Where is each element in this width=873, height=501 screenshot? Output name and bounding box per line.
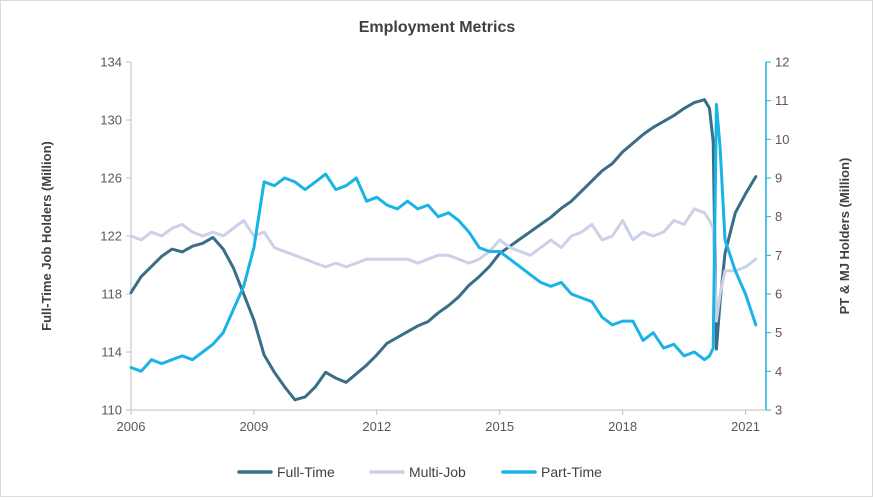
left-tick-label: 126: [100, 171, 122, 186]
legend-label-part-time: Part-Time: [541, 464, 602, 480]
right-tick-label: 7: [775, 248, 782, 263]
series-layer: [129, 98, 758, 402]
left-tick-label: 122: [100, 229, 122, 244]
right-tick-label: 8: [775, 209, 782, 224]
left-tick-label: 114: [101, 345, 122, 360]
right-tick-label: 6: [775, 287, 782, 302]
right-tick-label: 3: [775, 403, 782, 418]
right-axis-ticks: 3 4 5 6 7 8 9 10 11 12: [766, 55, 789, 418]
right-tick-label: 10: [775, 132, 789, 147]
legend-label-full-time: Full-Time: [277, 464, 335, 480]
legend: Full-Time Multi-Job Part-Time: [237, 464, 602, 480]
bottom-tick-label: 2021: [731, 419, 760, 434]
bottom-axis-ticks: 2006 2009 2012 2015 2018 2021: [117, 410, 760, 434]
series-line-part-time: [129, 103, 758, 373]
right-axis-title: PT & MJ Holders (Million): [837, 158, 852, 315]
bottom-tick-label: 2015: [485, 419, 514, 434]
right-tick-label: 5: [775, 325, 782, 340]
left-tick-label: 130: [100, 113, 122, 128]
bottom-tick-label: 2012: [362, 419, 391, 434]
bottom-tick-label: 2009: [239, 419, 268, 434]
chart-title: Employment Metrics: [359, 19, 516, 36]
bottom-tick-label: 2006: [117, 419, 146, 434]
legend-label-multi-job: Multi-Job: [409, 464, 466, 480]
left-tick-label: 110: [101, 403, 122, 418]
right-tick-label: 4: [775, 364, 782, 379]
left-tick-label: 118: [101, 287, 122, 302]
left-axis-ticks: 110 114 118 122 126 130 134: [100, 55, 131, 418]
right-tick-label: 12: [775, 55, 789, 70]
right-tick-label: 11: [775, 93, 789, 108]
left-axis-title: Full-Time Job Holders (Million): [39, 141, 54, 331]
left-tick-label: 134: [100, 55, 122, 70]
right-tick-label: 9: [775, 171, 782, 186]
series-line-multi-job: [129, 207, 758, 323]
series-line-full-time: [129, 98, 758, 402]
bottom-tick-label: 2018: [608, 419, 637, 434]
